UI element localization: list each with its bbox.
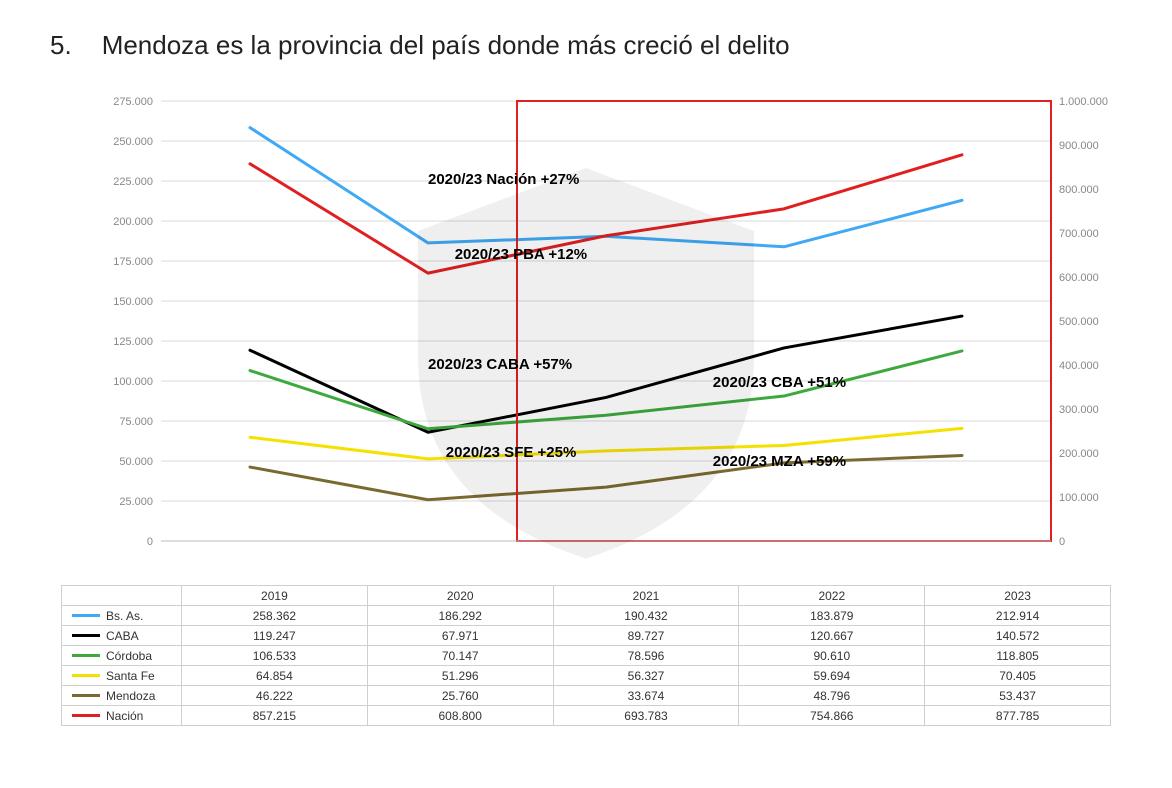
table-row: Nación 857.215608.800693.783754.866877.78… bbox=[62, 706, 1111, 726]
chart-annotation: 2020/23 CABA +57% bbox=[428, 356, 572, 373]
svg-text:500.000: 500.000 bbox=[1059, 316, 1099, 328]
chart-annotation: 2020/23 CBA +51% bbox=[713, 374, 846, 391]
svg-text:225.000: 225.000 bbox=[113, 176, 153, 188]
table-row: Santa Fe 64.85451.29656.32759.69470.405 bbox=[62, 666, 1111, 686]
legend-swatch-icon bbox=[72, 614, 100, 617]
svg-text:175.000: 175.000 bbox=[113, 256, 153, 268]
table-cell: 33.674 bbox=[553, 686, 739, 706]
chart-container: 0 25.000 50.000 75.000 100.000 125.000 150.000… bbox=[61, 91, 1111, 581]
svg-text:200.000: 200.000 bbox=[113, 216, 153, 228]
table-cell: 70.147 bbox=[367, 646, 553, 666]
series-name: Nación bbox=[106, 709, 143, 723]
table-cell: 693.783 bbox=[553, 706, 739, 726]
table-cell: 48.796 bbox=[739, 686, 925, 706]
table-row: CABA 119.24767.97189.727120.667140.572 bbox=[62, 626, 1111, 646]
data-table: 20192020202120222023 Bs. As. 258.362186.29… bbox=[61, 585, 1111, 726]
chart-annotation: 2020/23 MZA +59% bbox=[713, 453, 846, 470]
table-cell: 608.800 bbox=[367, 706, 553, 726]
table-cell: 118.805 bbox=[925, 646, 1111, 666]
svg-text:900.000: 900.000 bbox=[1059, 140, 1099, 152]
table-header-cell: 2023 bbox=[925, 586, 1111, 606]
svg-text:25.000: 25.000 bbox=[119, 496, 153, 508]
title-number: 5. bbox=[50, 30, 72, 61]
table-cell: 53.437 bbox=[925, 686, 1111, 706]
title-text: Mendoza es la provincia del país donde m… bbox=[102, 30, 790, 61]
table-cell: 106.533 bbox=[182, 646, 368, 666]
svg-text:1.000.000: 1.000.000 bbox=[1059, 96, 1108, 108]
table-row: Bs. As. 258.362186.292190.432183.879212.9… bbox=[62, 606, 1111, 626]
svg-text:150.000: 150.000 bbox=[113, 296, 153, 308]
legend-cell: Córdoba bbox=[62, 646, 182, 666]
table-cell: 258.362 bbox=[182, 606, 368, 626]
svg-text:250.000: 250.000 bbox=[113, 136, 153, 148]
svg-text:400.000: 400.000 bbox=[1059, 360, 1099, 372]
table-header-row: 20192020202120222023 bbox=[62, 586, 1111, 606]
legend-cell: Mendoza bbox=[62, 686, 182, 706]
svg-text:200.000: 200.000 bbox=[1059, 448, 1099, 460]
table-cell: 64.854 bbox=[182, 666, 368, 686]
svg-text:600.000: 600.000 bbox=[1059, 272, 1099, 284]
table-cell: 25.760 bbox=[367, 686, 553, 706]
legend-swatch-icon bbox=[72, 634, 100, 637]
svg-text:125.000: 125.000 bbox=[113, 336, 153, 348]
line-chart: 0 25.000 50.000 75.000 100.000 125.000 150.000… bbox=[61, 91, 1111, 581]
table-row: Córdoba 106.53370.14778.59690.610118.805 bbox=[62, 646, 1111, 666]
legend-cell: Bs. As. bbox=[62, 606, 182, 626]
svg-text:275.000: 275.000 bbox=[113, 96, 153, 108]
series-name: Mendoza bbox=[106, 689, 155, 703]
legend-cell: Nación bbox=[62, 706, 182, 726]
svg-text:800.000: 800.000 bbox=[1059, 184, 1099, 196]
table-cell: 56.327 bbox=[553, 666, 739, 686]
table-cell: 857.215 bbox=[182, 706, 368, 726]
table-cell: 51.296 bbox=[367, 666, 553, 686]
svg-text:0: 0 bbox=[147, 536, 153, 548]
table-row: Mendoza 46.22225.76033.67448.79653.437 bbox=[62, 686, 1111, 706]
table-cell: 877.785 bbox=[925, 706, 1111, 726]
series-name: Bs. As. bbox=[106, 609, 143, 623]
table-cell: 78.596 bbox=[553, 646, 739, 666]
table-cell: 140.572 bbox=[925, 626, 1111, 646]
chart-annotation: 2020/23 SFE +25% bbox=[446, 444, 577, 461]
legend-cell: Santa Fe bbox=[62, 666, 182, 686]
table-header-cell: 2021 bbox=[553, 586, 739, 606]
table-cell: 70.405 bbox=[925, 666, 1111, 686]
table-cell: 120.667 bbox=[739, 626, 925, 646]
series-name: CABA bbox=[106, 629, 139, 643]
legend-swatch-icon bbox=[72, 674, 100, 677]
legend-swatch-icon bbox=[72, 694, 100, 697]
svg-text:100.000: 100.000 bbox=[1059, 492, 1099, 504]
legend-cell: CABA bbox=[62, 626, 182, 646]
table-cell: 190.432 bbox=[553, 606, 739, 626]
table-cell: 754.866 bbox=[739, 706, 925, 726]
table-cell: 46.222 bbox=[182, 686, 368, 706]
table-cell: 67.971 bbox=[367, 626, 553, 646]
table-cell: 59.694 bbox=[739, 666, 925, 686]
table-cell: 119.247 bbox=[182, 626, 368, 646]
page-title-row: 5. Mendoza es la provincia del país dond… bbox=[50, 30, 1122, 61]
legend-swatch-icon bbox=[72, 654, 100, 657]
chart-annotation: 2020/23 PBA +12% bbox=[455, 246, 587, 263]
table-header-cell: 2020 bbox=[367, 586, 553, 606]
legend-swatch-icon bbox=[72, 714, 100, 717]
table-cell: 183.879 bbox=[739, 606, 925, 626]
table-cell: 89.727 bbox=[553, 626, 739, 646]
table-header-cell: 2022 bbox=[739, 586, 925, 606]
svg-text:700.000: 700.000 bbox=[1059, 228, 1099, 240]
table-header-cell: 2019 bbox=[182, 586, 368, 606]
svg-text:75.000: 75.000 bbox=[119, 416, 153, 428]
table-cell: 90.610 bbox=[739, 646, 925, 666]
svg-text:300.000: 300.000 bbox=[1059, 404, 1099, 416]
svg-text:50.000: 50.000 bbox=[119, 456, 153, 468]
chart-annotation: 2020/23 Nación +27% bbox=[428, 171, 579, 188]
table-cell: 186.292 bbox=[367, 606, 553, 626]
series-name: Córdoba bbox=[106, 649, 152, 663]
svg-text:100.000: 100.000 bbox=[113, 376, 153, 388]
svg-text:0: 0 bbox=[1059, 536, 1065, 548]
series-name: Santa Fe bbox=[106, 669, 155, 683]
table-cell: 212.914 bbox=[925, 606, 1111, 626]
